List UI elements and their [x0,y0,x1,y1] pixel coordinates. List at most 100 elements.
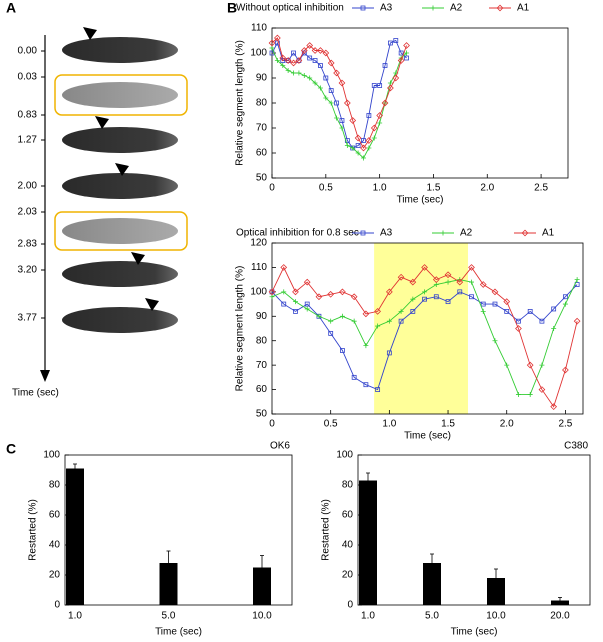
marker [301,73,307,78]
y-tick-label: 110 [251,262,267,273]
marker [515,391,521,397]
axis-arrow [40,370,50,382]
marker [445,279,451,285]
x-tick-label: 1.5 [441,419,455,430]
marker [371,135,377,141]
marker [456,278,464,286]
marker [403,42,410,49]
marker [551,326,557,331]
marker [296,58,302,63]
y-axis-label: Restarted (%) [28,499,39,561]
marker [404,50,410,56]
marker [526,361,534,369]
y-tick-label: 60 [342,510,354,521]
marker [279,54,287,62]
marker [444,271,452,279]
time-label: 3.77 [18,313,38,324]
marker [291,70,297,76]
x-tick-label: 1.0 [373,183,387,194]
marker [349,117,357,124]
marker [292,288,299,296]
marker [574,277,580,283]
marker [307,55,313,61]
bar [487,578,505,605]
legend-marker [521,229,529,237]
time-label: 0.00 [18,46,38,57]
x-axis-label: Time (sec) [451,627,498,638]
marker [323,75,329,81]
x-tick-label: 1.0 [68,611,82,622]
marker [343,99,351,107]
y-tick-label: 40 [342,540,354,551]
legend-label: A3 [380,228,393,239]
marker [296,70,302,76]
marker [410,308,416,314]
marker [350,145,356,151]
y-tick-label: 90 [256,311,268,322]
marker [339,313,345,319]
marker [562,294,568,300]
marker [293,308,298,314]
marker [362,310,370,318]
y-axis-label: Relative segment length (%) [235,40,246,166]
marker [307,75,313,81]
marker [479,281,487,288]
marker [527,308,533,314]
marker [366,145,372,151]
bar [253,567,271,605]
marker [492,338,498,344]
marker [328,100,334,106]
marker [363,343,369,349]
x-tick-label: 0 [269,183,275,194]
y-tick-label: 20 [49,570,61,581]
panel-label: C [6,441,16,457]
y-tick-label: 100 [336,450,353,461]
marker [312,58,318,63]
marker [318,63,323,68]
marker [292,299,298,305]
marker [274,34,281,42]
x-axis-label: Time (sec) [404,431,451,442]
y-tick-label: 40 [49,540,61,551]
y-tick-label: 80 [256,98,268,109]
marker [387,40,393,46]
time-label: 1.27 [18,135,38,146]
marker [381,99,389,107]
y-tick-label: 110 [251,23,267,34]
y-axis-label: Relative segment length (%) [235,266,246,392]
marker [398,50,404,56]
x-tick-label: 0.5 [324,419,338,430]
marker [316,313,322,319]
chart-title: Without optical inhibition [236,3,344,14]
bar [66,468,84,605]
time-label: 2.00 [18,181,38,192]
marker [550,403,558,411]
marker [539,362,545,368]
chart-title: OK6 [270,441,290,452]
y-tick-label: 50 [256,173,268,184]
marker [363,382,369,388]
marker [503,298,511,305]
series-line [271,39,407,149]
marker [323,95,329,101]
y-tick-label: 80 [49,480,61,491]
marker [366,113,372,118]
larvae [54,27,188,333]
x-tick-label: 1.5 [427,183,441,194]
marker [340,348,345,353]
marker [339,288,346,296]
marker [306,42,314,49]
marker [375,323,381,329]
legend-marker [496,4,504,12]
chart-title: Optical inhibition for 0.8 sec [236,228,359,239]
y-tick-label: 50 [256,409,268,420]
y-tick-label: 80 [256,335,268,346]
time-label: 0.03 [18,72,38,83]
chart-title: C380 [564,441,588,452]
marker [387,84,394,92]
x-tick-label: 20.0 [550,611,570,622]
legend-label: A1 [517,3,530,14]
marker [370,124,378,132]
bar [359,480,377,605]
